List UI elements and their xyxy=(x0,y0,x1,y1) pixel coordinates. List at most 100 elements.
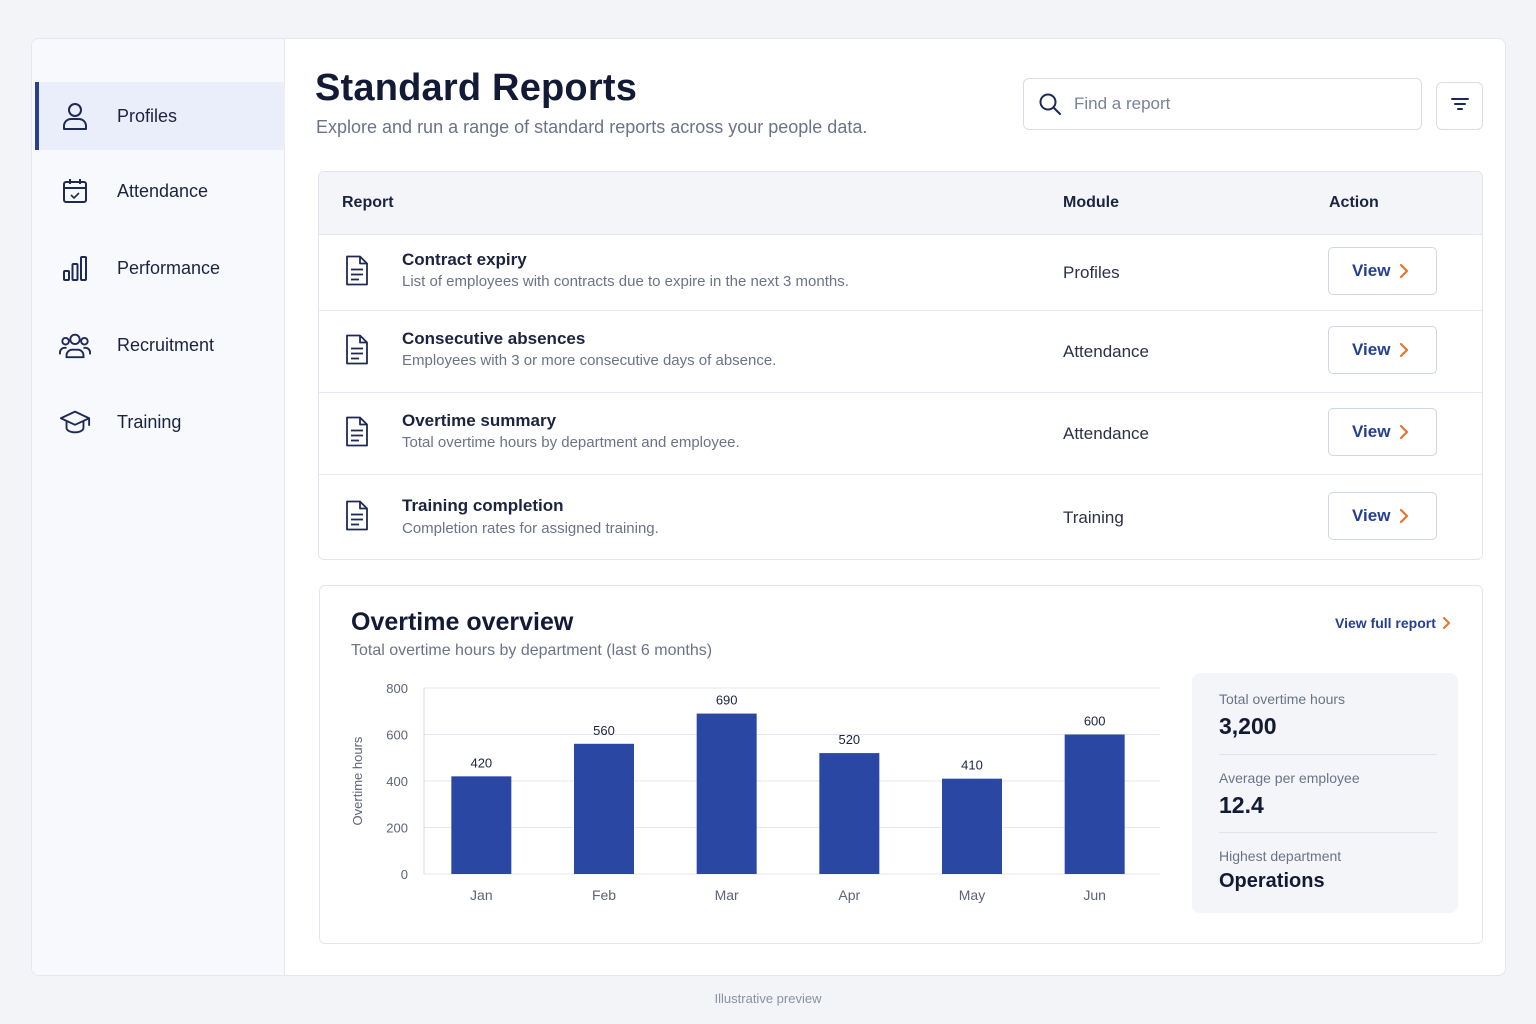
bar-chart-icon xyxy=(59,252,91,284)
document-icon xyxy=(345,254,369,291)
search-input[interactable] xyxy=(1074,79,1404,129)
data-label: 410 xyxy=(961,758,983,773)
stat-label: Total overtime hours xyxy=(1219,691,1346,707)
sidebar-item-attendance[interactable]: Attendance xyxy=(35,157,285,225)
sidebar-item-performance[interactable]: Performance xyxy=(35,234,285,302)
view-full-report-link[interactable]: View full report xyxy=(1335,615,1450,631)
view-button[interactable]: View xyxy=(1328,326,1437,374)
sidebar-item-label: Profiles xyxy=(117,105,178,126)
stat-value: 12.4 xyxy=(1219,792,1264,818)
y-tick-label: 800 xyxy=(386,681,408,696)
reports-table: Report Module Action Contract expiry Lis… xyxy=(318,171,1483,560)
stat-label: Highest department xyxy=(1219,848,1342,864)
chevron-right-icon xyxy=(1399,424,1409,445)
chart-bar xyxy=(1064,734,1125,874)
footer-caption: Illustrative preview xyxy=(714,991,822,1006)
calendar-icon xyxy=(59,175,91,207)
user-icon xyxy=(59,100,91,132)
sidebar: Profiles Attendance xyxy=(32,39,285,975)
view-button-label: View xyxy=(1352,340,1391,359)
view-button[interactable]: View xyxy=(1328,247,1437,295)
filter-button[interactable] xyxy=(1436,82,1483,130)
card-title: Overtime overview xyxy=(351,608,574,636)
report-title: Consecutive absences xyxy=(402,329,586,348)
sidebar-item-label: Training xyxy=(117,411,182,432)
sidebar-item-label: Recruitment xyxy=(117,334,215,355)
view-button[interactable]: View xyxy=(1328,408,1437,456)
stats-panel: Total overtime hours 3,200 Average per e… xyxy=(1192,673,1458,913)
y-tick-label: 600 xyxy=(386,728,408,743)
x-tick-label: Jun xyxy=(1083,887,1106,903)
chevron-right-icon xyxy=(1399,342,1409,363)
stat-total-hours: Total overtime hours 3,200 xyxy=(1219,691,1437,755)
stat-value: 3,200 xyxy=(1219,713,1277,739)
table-row: Consecutive absences Employees with 3 or… xyxy=(319,311,1482,393)
sidebar-item-profiles[interactable]: Profiles xyxy=(35,82,285,150)
document-icon xyxy=(345,333,369,370)
overtime-overview-card: Overtime overview Total overtime hours b… xyxy=(319,585,1483,944)
report-title: Contract expiry xyxy=(402,250,527,269)
view-button-label: View xyxy=(1352,261,1391,280)
view-button[interactable]: View xyxy=(1328,492,1437,540)
view-full-report-label: View full report xyxy=(1335,615,1436,631)
chart-bar xyxy=(942,778,1002,874)
chart-bar xyxy=(696,713,757,874)
people-icon xyxy=(59,329,91,361)
app-window: Profiles Attendance xyxy=(31,38,1506,976)
column-header-action: Action xyxy=(1329,194,1379,211)
x-tick-label: Feb xyxy=(592,887,616,903)
x-tick-label: Mar xyxy=(715,887,739,903)
graduation-cap-icon xyxy=(59,406,91,438)
table-row: Overtime summary Total overtime hours by… xyxy=(319,393,1482,475)
page-title: Standard Reports xyxy=(315,67,638,109)
document-icon xyxy=(345,415,369,452)
chart-bar xyxy=(574,743,634,874)
stat-average-per-employee: Average per employee 12.4 xyxy=(1219,770,1437,833)
stat-highest-department: Highest department Operations xyxy=(1219,848,1437,908)
y-tick-label: 400 xyxy=(386,774,408,789)
data-label: 600 xyxy=(1084,714,1106,729)
column-header-report: Report xyxy=(342,194,394,211)
report-title: Training completion xyxy=(402,496,564,515)
sidebar-item-label: Performance xyxy=(117,257,221,278)
report-module: Profiles xyxy=(1063,263,1120,282)
report-module: Attendance xyxy=(1063,342,1150,361)
data-label: 560 xyxy=(593,723,615,738)
chevron-right-icon xyxy=(1399,263,1409,284)
chevron-right-icon xyxy=(1442,616,1451,633)
sidebar-item-training[interactable]: Training xyxy=(35,388,285,456)
report-description: Employees with 3 or more consecutive day… xyxy=(402,352,777,369)
overtime-bar-chart: 0 200 400 600 800 Overtime hours 420 Jan 560 Feb 6… xyxy=(350,681,1160,903)
chevron-right-icon xyxy=(1399,508,1409,529)
y-axis-label: Overtime hours xyxy=(350,736,365,825)
x-tick-label: Apr xyxy=(838,887,860,903)
data-label: 520 xyxy=(838,732,860,747)
page-subtitle: Explore and run a range of standard repo… xyxy=(316,117,868,137)
search-box xyxy=(1023,78,1422,130)
report-description: Total overtime hours by department and e… xyxy=(402,434,740,451)
x-tick-label: Jan xyxy=(470,887,493,903)
data-label: 690 xyxy=(716,693,738,708)
stat-label: Average per employee xyxy=(1219,770,1360,786)
chart-bar xyxy=(819,753,880,874)
main-content: Standard Reports Explore and run a range… xyxy=(285,39,1505,975)
sidebar-item-recruitment[interactable]: Recruitment xyxy=(35,311,285,379)
table-row: Training completion Completion rates for… xyxy=(319,475,1482,559)
table-header: Report Module Action xyxy=(319,172,1482,235)
sidebar-item-label: Attendance xyxy=(117,180,209,201)
report-module: Attendance xyxy=(1063,424,1150,443)
view-button-label: View xyxy=(1352,506,1391,525)
card-subtitle: Total overtime hours by department (last… xyxy=(351,642,713,659)
filter-icon xyxy=(1450,96,1470,117)
table-row: Contract expiry List of employees with c… xyxy=(319,235,1482,311)
x-tick-label: May xyxy=(959,887,985,903)
stat-value: Operations xyxy=(1219,870,1325,892)
y-tick-label: 0 xyxy=(401,867,408,882)
data-label: 420 xyxy=(470,755,492,770)
chart-bar xyxy=(451,776,512,874)
report-title: Overtime summary xyxy=(402,411,557,430)
y-tick-label: 200 xyxy=(386,821,408,836)
report-module: Training xyxy=(1063,508,1124,527)
document-icon xyxy=(345,500,369,537)
column-header-module: Module xyxy=(1063,194,1119,211)
